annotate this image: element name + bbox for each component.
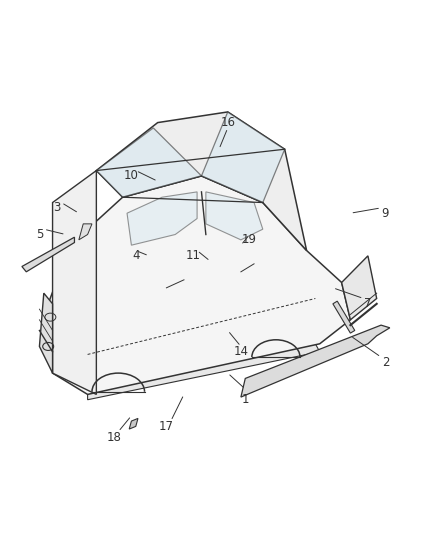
Polygon shape (96, 128, 201, 197)
Text: 2: 2 (381, 356, 389, 369)
Polygon shape (96, 112, 307, 251)
Text: 19: 19 (242, 233, 257, 246)
Polygon shape (129, 418, 138, 429)
Text: 7: 7 (364, 297, 372, 310)
Text: 18: 18 (106, 431, 121, 443)
Text: 10: 10 (124, 169, 139, 182)
Text: 3: 3 (53, 201, 60, 214)
Text: 16: 16 (220, 116, 235, 129)
Polygon shape (127, 192, 197, 245)
Polygon shape (22, 237, 74, 272)
Text: 14: 14 (233, 345, 248, 358)
Polygon shape (206, 192, 263, 240)
Text: 5: 5 (36, 228, 43, 241)
Polygon shape (88, 344, 320, 400)
Text: 17: 17 (159, 420, 174, 433)
Polygon shape (201, 112, 285, 203)
Text: 4: 4 (132, 249, 140, 262)
Polygon shape (53, 171, 96, 394)
Polygon shape (79, 224, 92, 240)
Polygon shape (39, 293, 53, 373)
Text: 11: 11 (185, 249, 200, 262)
Text: 1: 1 (241, 393, 249, 406)
Polygon shape (342, 256, 377, 320)
Polygon shape (241, 325, 390, 397)
Text: 9: 9 (381, 207, 389, 220)
Polygon shape (333, 301, 355, 333)
Polygon shape (48, 176, 350, 394)
